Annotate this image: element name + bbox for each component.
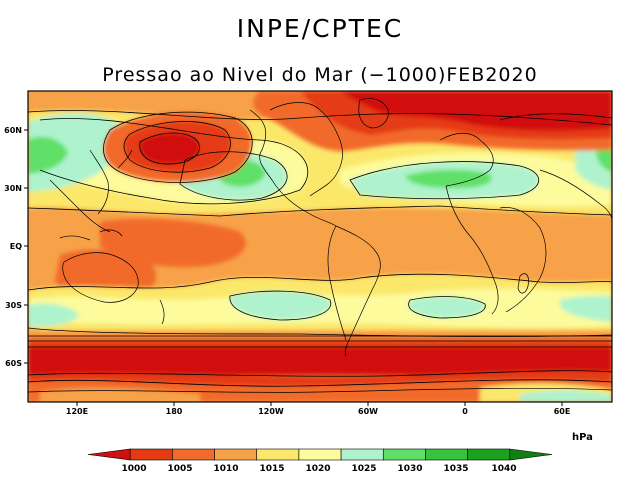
lon-label-60e: 60E [554,407,571,416]
longitude-labels: 120E 180 120W 60W 0 60E [66,407,570,416]
colorbar-label: 1000 [121,464,146,474]
lon-label-0: 0 [462,407,468,416]
coastlines [28,98,612,393]
axis-ticks [24,129,563,406]
colorbar-swatch [256,448,300,461]
colorbar-labels: 1000 1005 1010 1015 1020 1025 1030 1035 … [121,464,516,474]
colorbar-swatch [509,448,553,461]
colorbar-swatch [129,448,173,461]
lat-label-eq: EQ [10,242,22,251]
lat-label-30s: 30S [5,301,22,310]
colorbar-swatch [467,448,511,461]
lon-label-180: 180 [166,407,183,416]
map-title: Pressao ao Nivel do Mar (−1000)FEB2020 [102,64,538,86]
pressure-field [28,91,612,402]
colorbar-unit: hPa [572,432,593,443]
colorbar [87,448,553,461]
isobar-lines [28,110,612,387]
colorbar-swatch [298,448,342,461]
colorbar-label: 1025 [351,464,376,474]
colorbar-swatch [382,448,426,461]
colorbar-swatch [172,448,215,461]
colorbar-label: 1035 [443,464,468,474]
colorbar-swatch [340,448,384,461]
lat-label-30n: 30N [4,184,22,193]
lon-label-120w: 120W [258,407,284,416]
lat-label-60n: 60N [4,126,22,135]
lon-label-60w: 60W [358,407,378,416]
colorbar-label: 1010 [213,464,238,474]
lon-label-120e: 120E [66,407,88,416]
lat-label-60s: 60S [5,359,22,368]
colorbar-label: 1005 [167,464,192,474]
colorbar-swatch [87,448,131,461]
organization-title: INPE/CPTEC [236,14,404,43]
colorbar-swatch [214,448,258,461]
colorbar-label: 1020 [305,464,330,474]
colorbar-label: 1040 [491,464,516,474]
colorbar-swatch [425,448,468,461]
colorbar-label: 1030 [397,464,422,474]
colorbar-label: 1015 [259,464,284,474]
latitude-labels: 60N 30N EQ 30S 60S [4,126,22,368]
